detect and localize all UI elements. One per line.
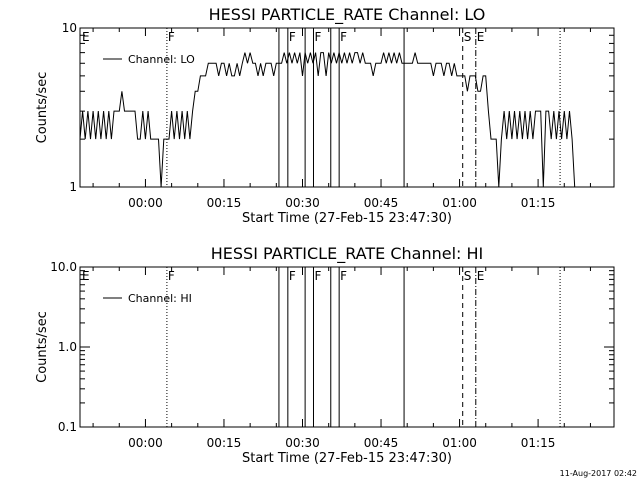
- event-marker-label: F: [168, 269, 175, 283]
- event-marker-label: E: [82, 269, 90, 283]
- event-marker-label: E: [477, 269, 485, 283]
- event-marker-label: S: [464, 30, 472, 44]
- event-marker-label: F: [314, 269, 321, 283]
- event-marker-label: F: [289, 30, 296, 44]
- event-marker-label: F: [289, 269, 296, 283]
- plot-frame: [79, 266, 615, 428]
- x-axis-label: Start Time (27-Feb-15 23:47:30): [242, 451, 452, 466]
- chart-title: HESSI PARTICLE_RATE Channel: LO: [209, 5, 486, 25]
- x-tick-label: 00:15: [207, 436, 242, 450]
- x-tick-label: 00:30: [285, 196, 320, 210]
- y-tick-label: 0.1: [58, 420, 77, 434]
- x-tick-label: 00:45: [364, 196, 399, 210]
- x-tick-label: 01:00: [442, 196, 477, 210]
- event-marker-label: F: [340, 30, 347, 44]
- plot-frame: [79, 27, 615, 188]
- y-axis-label: Counts/sec: [35, 311, 50, 383]
- event-marker-label: E: [477, 30, 485, 44]
- x-tick-label: 00:00: [128, 196, 163, 210]
- series-line-1: [79, 52, 576, 188]
- x-tick-label: 01:00: [442, 436, 477, 450]
- event-marker-label: E: [82, 30, 90, 44]
- x-tick-label: 01:15: [521, 196, 556, 210]
- x-tick-label: 00:15: [207, 196, 242, 210]
- lo-channel-panel: HESSI PARTICLE_RATE Channel: LO 00:00 00:1…: [35, 5, 615, 226]
- event-marker-label: F: [168, 30, 175, 44]
- y-tick-label: 1: [69, 180, 77, 194]
- x-axis-label: Start Time (27-Feb-15 23:47:30): [242, 211, 452, 226]
- x-tick-label: 01:15: [521, 436, 556, 450]
- legend-label: Channel: LO: [128, 53, 195, 66]
- x-tick-label: 00:30: [285, 436, 320, 450]
- generation-timestamp: 11-Aug-2017 02:42: [560, 469, 637, 478]
- y-tick-label: 10: [62, 21, 77, 35]
- event-marker-label: F: [314, 30, 321, 44]
- x-tick-label: 00:00: [128, 436, 163, 450]
- event-marker-label: S: [464, 269, 472, 283]
- chart-title: HESSI PARTICLE_RATE Channel: HI: [211, 244, 484, 264]
- y-axis-label: Counts/sec: [35, 72, 50, 144]
- y-tick-label: 1.0: [58, 340, 77, 354]
- event-marker-label: F: [340, 269, 347, 283]
- x-tick-label: 00:45: [364, 436, 399, 450]
- legend-label: Channel: HI: [128, 292, 192, 305]
- y-tick-label: 10.0: [50, 260, 77, 274]
- hi-channel-panel: HESSI PARTICLE_RATE Channel: HI 00:00 00:1…: [35, 244, 615, 466]
